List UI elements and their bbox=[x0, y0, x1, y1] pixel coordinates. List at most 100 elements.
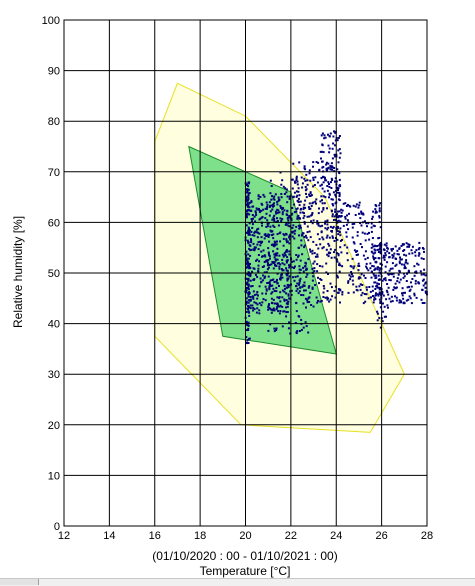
data-point bbox=[400, 263, 403, 266]
data-point bbox=[373, 225, 376, 228]
data-point bbox=[390, 248, 393, 251]
x-axis-title: Temperature [°C] bbox=[200, 564, 291, 578]
data-point bbox=[276, 258, 279, 261]
data-point bbox=[383, 256, 386, 259]
data-point bbox=[272, 204, 275, 207]
data-point bbox=[362, 213, 365, 216]
data-point bbox=[353, 242, 356, 245]
data-point bbox=[305, 192, 307, 195]
data-point bbox=[319, 184, 322, 187]
data-point bbox=[250, 285, 253, 288]
data-point bbox=[261, 240, 264, 243]
data-point bbox=[372, 295, 374, 297]
data-point bbox=[257, 197, 260, 200]
data-point bbox=[302, 206, 305, 209]
data-point bbox=[391, 256, 394, 259]
data-point bbox=[337, 187, 340, 190]
data-point bbox=[247, 277, 250, 280]
data-point bbox=[246, 183, 249, 186]
data-point bbox=[301, 285, 304, 288]
data-point bbox=[413, 274, 416, 277]
data-point bbox=[271, 309, 274, 312]
data-point bbox=[328, 300, 331, 303]
data-point bbox=[246, 261, 249, 264]
data-point bbox=[247, 288, 250, 291]
data-point bbox=[378, 288, 381, 291]
data-point bbox=[400, 245, 403, 247]
data-point bbox=[327, 242, 330, 245]
data-point bbox=[316, 253, 319, 256]
data-point bbox=[282, 233, 285, 236]
data-point bbox=[384, 277, 387, 280]
data-point bbox=[273, 281, 276, 283]
data-point bbox=[250, 220, 253, 223]
data-point bbox=[376, 319, 379, 322]
data-point bbox=[320, 230, 323, 233]
data-point bbox=[293, 211, 296, 214]
data-point bbox=[247, 233, 250, 236]
data-point bbox=[281, 218, 284, 221]
data-point bbox=[251, 214, 254, 216]
data-point bbox=[303, 212, 305, 215]
data-point bbox=[305, 196, 308, 199]
data-point bbox=[253, 215, 256, 218]
data-point bbox=[338, 172, 341, 175]
data-point bbox=[249, 238, 252, 241]
data-point bbox=[381, 292, 384, 295]
data-point bbox=[291, 212, 294, 215]
data-point bbox=[275, 265, 278, 267]
data-point bbox=[378, 207, 381, 210]
data-point bbox=[420, 273, 423, 276]
data-point bbox=[299, 224, 302, 227]
data-point bbox=[385, 242, 388, 245]
data-point bbox=[348, 212, 350, 215]
data-point bbox=[281, 325, 284, 328]
data-point bbox=[313, 270, 316, 273]
data-point bbox=[383, 315, 386, 318]
data-point bbox=[259, 217, 262, 220]
data-point bbox=[377, 286, 380, 289]
data-point bbox=[293, 203, 296, 206]
data-point bbox=[365, 222, 368, 225]
data-point bbox=[347, 280, 350, 283]
data-point bbox=[266, 282, 269, 284]
data-point bbox=[316, 233, 319, 236]
data-point bbox=[376, 293, 379, 296]
data-point bbox=[248, 274, 250, 277]
data-point bbox=[279, 300, 282, 303]
data-point bbox=[328, 236, 331, 239]
data-point bbox=[247, 305, 250, 307]
data-point bbox=[372, 245, 375, 248]
data-point bbox=[395, 296, 398, 299]
data-point bbox=[275, 286, 278, 289]
data-point bbox=[295, 289, 298, 292]
data-point bbox=[318, 282, 320, 285]
data-point bbox=[246, 278, 249, 280]
data-point bbox=[266, 264, 269, 267]
data-point bbox=[324, 220, 327, 223]
data-point bbox=[291, 178, 293, 181]
data-point bbox=[373, 258, 375, 261]
data-point bbox=[383, 258, 386, 261]
y-tick-label: 30 bbox=[48, 369, 60, 381]
data-point bbox=[420, 298, 423, 301]
data-point bbox=[245, 336, 248, 339]
data-point bbox=[267, 304, 270, 307]
data-point bbox=[394, 282, 397, 285]
data-point bbox=[355, 203, 358, 206]
data-point bbox=[284, 254, 287, 257]
data-point bbox=[424, 290, 427, 293]
data-point bbox=[336, 226, 339, 229]
data-point bbox=[339, 246, 342, 249]
data-point bbox=[253, 234, 256, 237]
data-point bbox=[269, 323, 272, 326]
data-point bbox=[386, 304, 389, 307]
data-point bbox=[282, 269, 285, 272]
data-point bbox=[403, 302, 406, 305]
data-point bbox=[290, 289, 293, 292]
data-point bbox=[264, 233, 267, 236]
bottom-tab[interactable] bbox=[0, 579, 39, 585]
data-point bbox=[328, 192, 331, 195]
data-point bbox=[269, 229, 272, 232]
data-point bbox=[329, 251, 332, 254]
